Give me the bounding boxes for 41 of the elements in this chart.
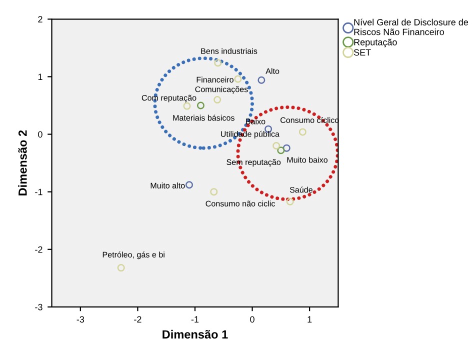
annotation: Financeiro [196, 76, 234, 83]
legend-label: Nível Geral de Disclosure de Riscos Não Financeiro [354, 18, 468, 36]
annotation: Muito baixo [287, 156, 328, 163]
point [210, 188, 218, 196]
y-tick-label: -3 [35, 304, 42, 310]
annotation: Consumo não ciclic [206, 200, 275, 206]
point [234, 75, 242, 83]
legend-label: SET [354, 49, 371, 56]
point [258, 76, 266, 84]
point [117, 264, 125, 272]
point [277, 146, 285, 154]
annotation: Saúde [290, 186, 312, 193]
annotation: Petróleo, gás e bi [102, 251, 164, 260]
annotation: Materiais básicos [173, 114, 234, 121]
y-tick-label: 1 [38, 74, 42, 80]
x-axis-title: Dimensão 1 [162, 330, 228, 339]
annotation: Comunicações [195, 86, 248, 94]
point [183, 102, 191, 110]
y-tick-label: 2 [38, 16, 42, 22]
legend-label: Reputação [354, 38, 397, 48]
point [196, 102, 204, 110]
point [282, 144, 290, 152]
point [186, 181, 194, 189]
annotation: Bens industriais [201, 48, 258, 54]
x-tick-label: -3 [76, 316, 84, 323]
x-tick-label: -1 [191, 316, 199, 323]
y-tick-label: 0 [38, 131, 42, 138]
y-tick-label: -1 [35, 188, 42, 196]
annotation: Muito alto [150, 182, 185, 188]
annotation: Alto [266, 68, 280, 74]
point [214, 59, 222, 67]
x-tick-label: 0 [250, 316, 254, 323]
point [298, 128, 306, 136]
point [272, 142, 280, 150]
point [214, 96, 222, 104]
y-tick-label: -2 [35, 246, 42, 253]
annotation: Com reputação [142, 94, 196, 102]
y-axis-title: Dimensão 2 [18, 130, 27, 196]
point [286, 198, 294, 206]
x-tick-label: -2 [134, 316, 142, 323]
x-tick-label: 1 [308, 316, 312, 323]
